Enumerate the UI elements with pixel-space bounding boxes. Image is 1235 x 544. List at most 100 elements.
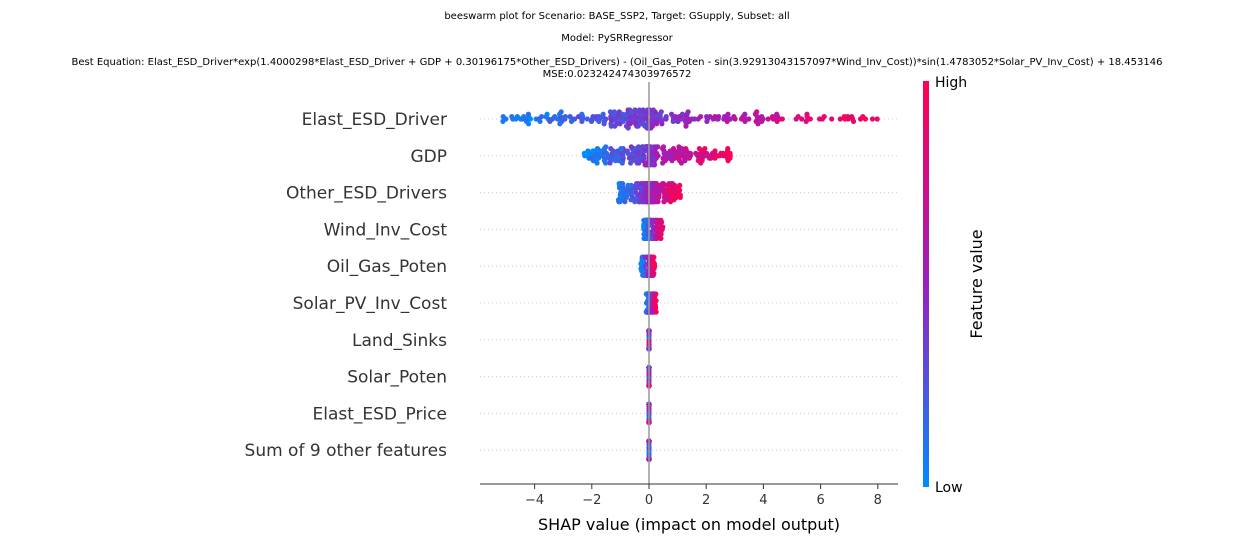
shap-point: [661, 199, 667, 205]
colorbar-gradient: [923, 81, 929, 487]
shap-point: [611, 109, 618, 115]
shap-point: [738, 116, 745, 122]
chart-title: beeswarm plot for Scenario: BASE_SSP2, T…: [72, 11, 1163, 80]
shap-point: [601, 121, 607, 127]
shap-point: [603, 144, 609, 150]
feature-rows: Elast_ESD_Driver GDP Other_ESD_Drivers Wind…: [245, 110, 898, 461]
x-tick-label: −2: [582, 493, 601, 508]
shap-point: [676, 144, 682, 150]
shap-point: [644, 217, 650, 223]
feature-label: Solar_PV_Inv_Cost: [293, 294, 448, 314]
x-tick-label: −4: [525, 493, 544, 508]
shap-point: [645, 162, 651, 168]
shap-point: [584, 116, 590, 122]
shap-point: [672, 114, 679, 120]
shap-point: [617, 199, 623, 205]
feature-label: Elast_ESD_Price: [313, 404, 448, 424]
shap-point: [618, 146, 624, 152]
shap-point: [659, 224, 665, 230]
shap-point: [670, 146, 677, 152]
shap-point: [608, 146, 614, 152]
shap-point: [509, 114, 515, 120]
feature-label: Elast_ESD_Driver: [302, 110, 447, 130]
shap-point: [658, 109, 664, 115]
shap-point: [702, 146, 708, 152]
shap-point: [632, 107, 638, 113]
shap-point: [643, 235, 650, 241]
shap-point: [514, 114, 521, 120]
shap-point: [640, 107, 646, 113]
x-tick-label: 2: [702, 493, 710, 508]
shap-point: [663, 114, 669, 120]
title-line-4: MSE:0.023242474303976572: [543, 69, 692, 80]
shap-point: [625, 125, 631, 131]
shap-point: [686, 155, 692, 161]
shap-point: [660, 144, 667, 150]
shap-point: [712, 148, 718, 154]
shap-point: [874, 116, 880, 122]
x-axis: −4 −2 0 2 4 6 8: [480, 483, 898, 508]
shap-point: [600, 111, 606, 117]
shap-point: [632, 199, 638, 205]
title-line-1: beeswarm plot for Scenario: BASE_SSP2, T…: [444, 11, 789, 22]
shap-point: [712, 155, 718, 161]
shap-point: [655, 217, 661, 223]
colorbar: High Low Feature value: [923, 75, 986, 496]
shap-point: [619, 160, 625, 166]
shap-point: [649, 217, 655, 223]
colorbar-high-label: High: [935, 75, 967, 91]
shap-point: [588, 118, 595, 124]
shap-point: [607, 109, 614, 115]
shap-point: [683, 123, 689, 129]
shap-point: [525, 121, 532, 127]
shap-point: [683, 146, 689, 152]
shap-point: [562, 114, 569, 120]
shap-point: [693, 150, 699, 156]
shap-point: [579, 118, 585, 124]
shap-point: [639, 258, 645, 264]
shap-point: [558, 109, 564, 115]
shap-point: [869, 116, 876, 122]
shap-point: [804, 111, 810, 117]
shap-point: [774, 111, 780, 117]
shap-point: [731, 114, 737, 120]
shap-point: [603, 160, 609, 166]
shap-point: [651, 266, 657, 272]
shap-point: [634, 160, 640, 166]
shap-point: [622, 199, 628, 205]
shap-point: [607, 160, 613, 166]
shap-point: [720, 150, 726, 156]
colorbar-title: Feature value: [967, 229, 986, 338]
shap-point: [725, 158, 731, 164]
shap-point: [724, 118, 730, 124]
shap-point: [572, 116, 578, 122]
shap-point: [544, 111, 550, 117]
shap-point: [579, 111, 585, 117]
shap-point: [765, 116, 771, 122]
x-tick-label: 4: [759, 493, 767, 508]
shap-point: [759, 118, 765, 124]
x-axis-label: SHAP value (impact on model output): [538, 515, 840, 534]
shap-point: [547, 118, 553, 124]
x-tick-label: 6: [816, 493, 824, 508]
shap-point: [675, 118, 681, 124]
shap-point: [525, 111, 532, 117]
shap-point: [642, 144, 648, 150]
shap-point: [746, 116, 752, 122]
feature-label: Other_ESD_Drivers: [286, 184, 447, 204]
shap-point: [628, 160, 634, 166]
x-tick-label: 8: [874, 493, 882, 508]
shap-point: [594, 114, 600, 120]
shap-point: [590, 114, 596, 120]
shap-point: [669, 111, 675, 117]
shap-point: [666, 181, 672, 187]
shap-point: [620, 118, 626, 124]
shap-point: [653, 309, 659, 315]
shap-point: [755, 121, 761, 127]
shap-point: [716, 114, 722, 120]
shap-point: [539, 114, 545, 120]
shap-point: [656, 194, 662, 200]
shap-point: [659, 121, 665, 127]
shap-point: [807, 116, 813, 122]
shap-point: [682, 158, 688, 164]
